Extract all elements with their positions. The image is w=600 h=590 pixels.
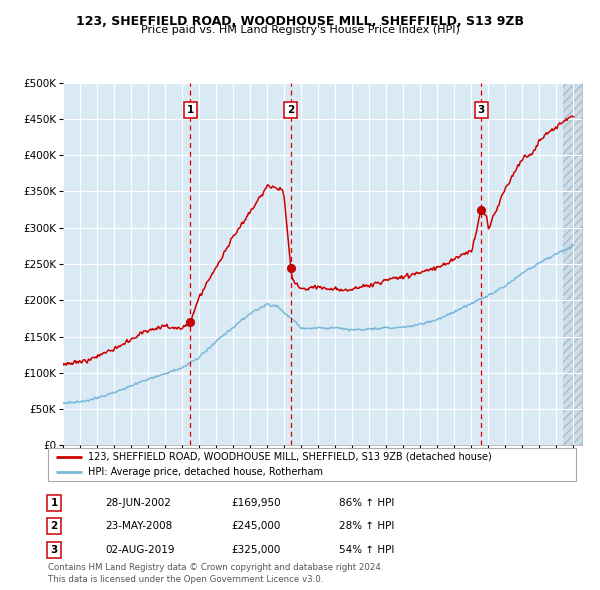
Text: HPI: Average price, detached house, Rotherham: HPI: Average price, detached house, Roth…: [88, 467, 323, 477]
Text: £325,000: £325,000: [231, 545, 280, 555]
Text: 02-AUG-2019: 02-AUG-2019: [105, 545, 175, 555]
Text: £245,000: £245,000: [231, 522, 280, 531]
Text: 86% ↑ HPI: 86% ↑ HPI: [339, 498, 394, 507]
Text: 28-JUN-2002: 28-JUN-2002: [105, 498, 171, 507]
Text: 3: 3: [50, 545, 58, 555]
Text: 1: 1: [187, 105, 194, 115]
Text: 2: 2: [50, 522, 58, 531]
Bar: [563, 83, 582, 445]
Bar: [63, 83, 563, 445]
Text: Contains HM Land Registry data © Crown copyright and database right 2024.: Contains HM Land Registry data © Crown c…: [48, 563, 383, 572]
Text: 23-MAY-2008: 23-MAY-2008: [105, 522, 172, 531]
Text: 123, SHEFFIELD ROAD, WOODHOUSE MILL, SHEFFIELD, S13 9ZB: 123, SHEFFIELD ROAD, WOODHOUSE MILL, SHE…: [76, 15, 524, 28]
Bar: [563, 83, 582, 445]
Text: 2: 2: [287, 105, 295, 115]
Text: £169,950: £169,950: [231, 498, 281, 507]
Text: Price paid vs. HM Land Registry's House Price Index (HPI): Price paid vs. HM Land Registry's House …: [140, 25, 460, 35]
Text: 1: 1: [50, 498, 58, 507]
Text: 3: 3: [478, 105, 485, 115]
Text: 54% ↑ HPI: 54% ↑ HPI: [339, 545, 394, 555]
Text: 123, SHEFFIELD ROAD, WOODHOUSE MILL, SHEFFIELD, S13 9ZB (detached house): 123, SHEFFIELD ROAD, WOODHOUSE MILL, SHE…: [88, 452, 491, 462]
Text: This data is licensed under the Open Government Licence v3.0.: This data is licensed under the Open Gov…: [48, 575, 323, 584]
Text: 28% ↑ HPI: 28% ↑ HPI: [339, 522, 394, 531]
